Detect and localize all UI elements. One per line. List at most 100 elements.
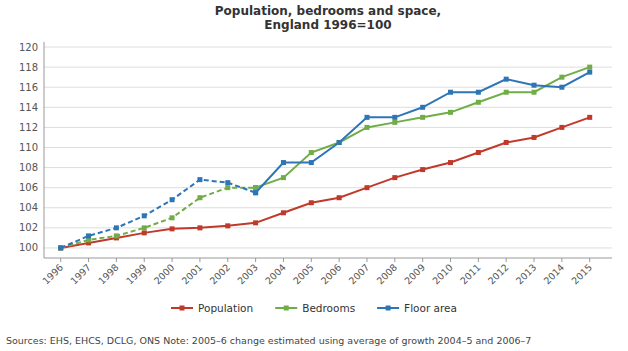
point bbox=[114, 233, 119, 238]
x-tick bbox=[394, 258, 395, 262]
legend-item: Population bbox=[171, 302, 253, 314]
point bbox=[142, 225, 147, 230]
point bbox=[309, 200, 314, 205]
x-tick bbox=[506, 258, 507, 262]
x-tick-label: 2004 bbox=[263, 262, 288, 287]
point bbox=[559, 85, 564, 90]
x-tick bbox=[534, 258, 535, 262]
point bbox=[364, 125, 369, 130]
point bbox=[309, 150, 314, 155]
point bbox=[197, 177, 202, 182]
point bbox=[587, 70, 592, 75]
x-tick-label: 2012 bbox=[486, 262, 511, 287]
y-tick-label: 102 bbox=[19, 222, 38, 233]
point bbox=[504, 77, 509, 82]
legend-label: Population bbox=[198, 302, 253, 314]
grid-line bbox=[44, 47, 612, 48]
point bbox=[420, 105, 425, 110]
y-tick-label: 120 bbox=[19, 42, 38, 53]
legend-item: Bedrooms bbox=[275, 302, 355, 314]
point bbox=[114, 225, 119, 230]
grid-line bbox=[44, 187, 612, 188]
point bbox=[364, 185, 369, 190]
x-tick bbox=[255, 258, 256, 262]
grid-line bbox=[44, 67, 612, 68]
grid-line bbox=[44, 247, 612, 248]
point bbox=[86, 233, 91, 238]
point bbox=[58, 245, 63, 250]
point bbox=[170, 226, 175, 231]
legend: PopulationBedroomsFloor area bbox=[171, 302, 457, 314]
legend-marker bbox=[284, 306, 289, 311]
point bbox=[559, 75, 564, 80]
x-tick bbox=[450, 258, 451, 262]
y-tick-label: 118 bbox=[19, 62, 38, 73]
x-tick-label: 2013 bbox=[514, 262, 539, 287]
x-tick bbox=[311, 258, 312, 262]
x-tick bbox=[144, 258, 145, 262]
x-tick-label: 2005 bbox=[291, 262, 316, 287]
title: Population, bedrooms and space,England 1… bbox=[215, 4, 441, 32]
y-tick-label: 104 bbox=[19, 202, 38, 213]
point bbox=[392, 115, 397, 120]
point bbox=[225, 180, 230, 185]
point bbox=[476, 100, 481, 105]
chart: Population, bedrooms and space,England 1… bbox=[0, 0, 628, 351]
y-tick-label: 108 bbox=[19, 162, 38, 173]
x-tick bbox=[422, 258, 423, 262]
x-tick bbox=[478, 258, 479, 262]
point bbox=[587, 115, 592, 120]
legend-marker bbox=[386, 306, 391, 311]
x-tick-label: 1997 bbox=[68, 262, 93, 287]
point bbox=[281, 175, 286, 180]
point bbox=[170, 197, 175, 202]
point bbox=[420, 115, 425, 120]
point bbox=[253, 190, 258, 195]
point bbox=[197, 225, 202, 230]
y-tick-label: 114 bbox=[19, 102, 38, 113]
x-tick-label: 1999 bbox=[124, 262, 149, 287]
point bbox=[197, 195, 202, 200]
y-tick-label: 100 bbox=[19, 242, 38, 253]
legend-marker bbox=[180, 306, 185, 311]
series-line bbox=[61, 180, 256, 248]
grid-line bbox=[44, 87, 612, 88]
point bbox=[225, 223, 230, 228]
x-tick bbox=[116, 258, 117, 262]
grid-line bbox=[44, 167, 612, 168]
y-tick-label: 110 bbox=[19, 142, 38, 153]
point bbox=[170, 215, 175, 220]
point bbox=[337, 140, 342, 145]
point bbox=[532, 83, 537, 88]
footnote: Sources: EHS, EHCS, DCLG, ONS Note: 2005… bbox=[6, 335, 531, 346]
point bbox=[448, 110, 453, 115]
x-tick bbox=[199, 258, 200, 262]
y-axis-line bbox=[44, 42, 45, 258]
point bbox=[58, 245, 63, 250]
point bbox=[532, 135, 537, 140]
y-tick-label: 112 bbox=[19, 122, 38, 133]
series-line bbox=[61, 117, 590, 248]
series-line bbox=[256, 72, 590, 193]
point bbox=[281, 160, 286, 165]
x-tick-label: 2002 bbox=[207, 262, 232, 287]
plot-area bbox=[58, 65, 592, 251]
y-tick-label: 106 bbox=[19, 182, 38, 193]
point bbox=[392, 120, 397, 125]
y-tick-label: 116 bbox=[19, 82, 38, 93]
x-tick bbox=[88, 258, 89, 262]
x-tick-label: 2010 bbox=[430, 262, 455, 287]
x-tick bbox=[283, 258, 284, 262]
point bbox=[587, 65, 592, 70]
x-tick bbox=[227, 258, 228, 262]
x-tick bbox=[561, 258, 562, 262]
series-line bbox=[61, 188, 256, 248]
point bbox=[225, 185, 230, 190]
point bbox=[253, 220, 258, 225]
point bbox=[420, 167, 425, 172]
x-tick-label: 2008 bbox=[374, 262, 399, 287]
point bbox=[337, 140, 342, 145]
point bbox=[392, 175, 397, 180]
x-tick-label: 1996 bbox=[40, 262, 65, 287]
x-tick-label: 2001 bbox=[179, 262, 204, 287]
